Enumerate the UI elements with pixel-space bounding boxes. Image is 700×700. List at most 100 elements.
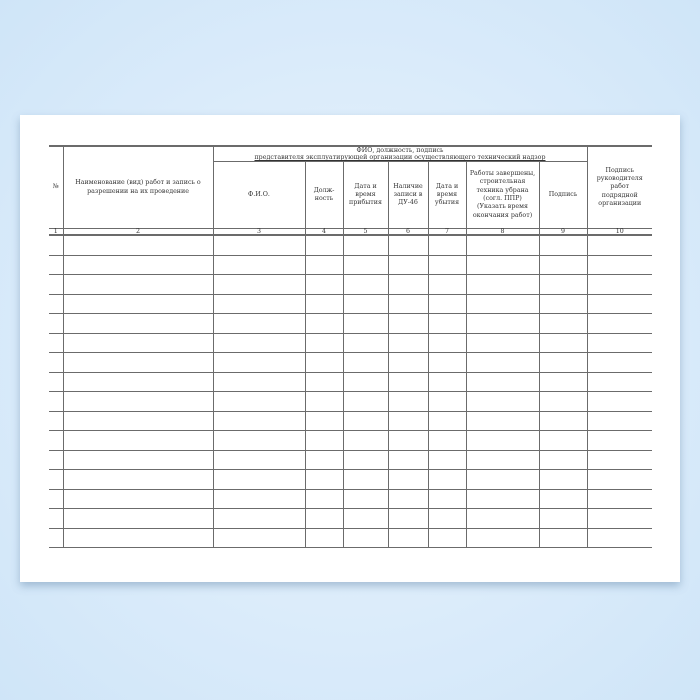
table-cell[interactable] — [538, 469, 588, 490]
table-cell[interactable] — [427, 410, 467, 431]
table-cell[interactable] — [586, 469, 652, 490]
table-cell[interactable] — [465, 527, 540, 548]
table-cell[interactable] — [387, 430, 429, 451]
table-cell[interactable] — [387, 508, 429, 529]
table-cell[interactable] — [342, 332, 389, 353]
table-cell[interactable] — [62, 508, 214, 529]
table-cell[interactable] — [49, 527, 64, 548]
table-cell[interactable] — [465, 469, 540, 490]
table-cell[interactable] — [212, 352, 306, 373]
table-cell[interactable] — [465, 352, 540, 373]
table-cell[interactable] — [465, 234, 540, 256]
table-cell[interactable] — [304, 293, 344, 314]
table-cell[interactable] — [427, 508, 467, 529]
table-cell[interactable] — [212, 332, 306, 353]
table-cell[interactable] — [49, 469, 64, 490]
table-cell[interactable] — [387, 371, 429, 392]
table-cell[interactable] — [304, 352, 344, 373]
table-cell[interactable] — [427, 527, 467, 548]
table-cell[interactable] — [427, 430, 467, 451]
table-cell[interactable] — [212, 410, 306, 431]
table-cell[interactable] — [212, 234, 306, 256]
table-cell[interactable] — [49, 352, 64, 373]
table-cell[interactable] — [304, 527, 344, 548]
table-cell[interactable] — [49, 293, 64, 314]
table-cell[interactable] — [586, 274, 652, 295]
table-cell[interactable] — [538, 293, 588, 314]
table-cell[interactable] — [304, 469, 344, 490]
table-cell[interactable] — [49, 234, 64, 256]
table-cell[interactable] — [427, 391, 467, 412]
table-cell[interactable] — [387, 527, 429, 548]
table-cell[interactable] — [342, 313, 389, 334]
table-cell[interactable] — [304, 508, 344, 529]
table-cell[interactable] — [304, 332, 344, 353]
table-cell[interactable] — [62, 254, 214, 275]
table-cell[interactable] — [304, 234, 344, 256]
table-cell[interactable] — [342, 508, 389, 529]
table-cell[interactable] — [538, 449, 588, 470]
table-cell[interactable] — [342, 391, 389, 412]
table-cell[interactable] — [586, 391, 652, 412]
table-cell[interactable] — [427, 449, 467, 470]
table-cell[interactable] — [49, 371, 64, 392]
table-cell[interactable] — [586, 313, 652, 334]
table-cell[interactable] — [538, 371, 588, 392]
table-cell[interactable] — [212, 274, 306, 295]
table-cell[interactable] — [304, 391, 344, 412]
table-cell[interactable] — [49, 313, 64, 334]
table-cell[interactable] — [342, 254, 389, 275]
table-cell[interactable] — [49, 274, 64, 295]
table-cell[interactable] — [465, 313, 540, 334]
table-cell[interactable] — [427, 234, 467, 256]
table-cell[interactable] — [427, 371, 467, 392]
table-cell[interactable] — [427, 274, 467, 295]
table-cell[interactable] — [586, 332, 652, 353]
table-cell[interactable] — [62, 430, 214, 451]
table-cell[interactable] — [586, 234, 652, 256]
table-cell[interactable] — [586, 449, 652, 470]
table-cell[interactable] — [586, 488, 652, 509]
table-cell[interactable] — [387, 332, 429, 353]
table-cell[interactable] — [342, 234, 389, 256]
table-cell[interactable] — [342, 527, 389, 548]
table-cell[interactable] — [49, 449, 64, 470]
table-cell[interactable] — [62, 293, 214, 314]
table-cell[interactable] — [387, 469, 429, 490]
table-cell[interactable] — [304, 449, 344, 470]
table-cell[interactable] — [586, 293, 652, 314]
table-cell[interactable] — [212, 527, 306, 548]
table-cell[interactable] — [62, 371, 214, 392]
table-cell[interactable] — [62, 449, 214, 470]
table-cell[interactable] — [342, 293, 389, 314]
table-cell[interactable] — [387, 313, 429, 334]
table-cell[interactable] — [62, 488, 214, 509]
table-cell[interactable] — [427, 469, 467, 490]
table-cell[interactable] — [586, 254, 652, 275]
table-cell[interactable] — [49, 254, 64, 275]
table-cell[interactable] — [304, 488, 344, 509]
table-cell[interactable] — [342, 430, 389, 451]
table-cell[interactable] — [465, 274, 540, 295]
table-cell[interactable] — [62, 527, 214, 548]
table-cell[interactable] — [62, 234, 214, 256]
table-cell[interactable] — [427, 254, 467, 275]
table-cell[interactable] — [304, 371, 344, 392]
table-cell[interactable] — [465, 508, 540, 529]
table-cell[interactable] — [387, 234, 429, 256]
table-cell[interactable] — [62, 469, 214, 490]
table-cell[interactable] — [342, 371, 389, 392]
table-cell[interactable] — [427, 488, 467, 509]
table-cell[interactable] — [212, 293, 306, 314]
table-cell[interactable] — [586, 430, 652, 451]
table-cell[interactable] — [538, 410, 588, 431]
table-cell[interactable] — [427, 352, 467, 373]
table-cell[interactable] — [49, 391, 64, 412]
table-cell[interactable] — [342, 410, 389, 431]
table-cell[interactable] — [538, 234, 588, 256]
table-cell[interactable] — [342, 274, 389, 295]
table-cell[interactable] — [342, 488, 389, 509]
table-cell[interactable] — [465, 332, 540, 353]
table-cell[interactable] — [465, 449, 540, 470]
table-cell[interactable] — [427, 332, 467, 353]
